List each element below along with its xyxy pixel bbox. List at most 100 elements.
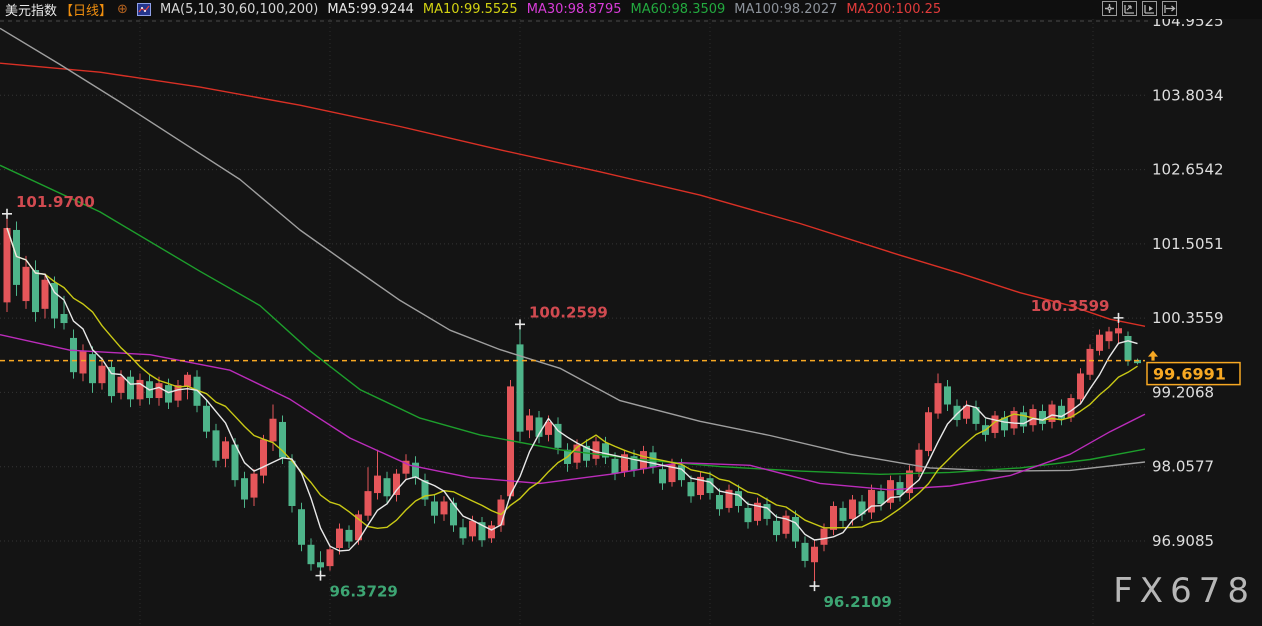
candle	[773, 520, 780, 536]
ma200-line	[0, 62, 1146, 327]
candle	[184, 374, 191, 387]
axis-label: 99.2068	[1152, 383, 1214, 401]
candle	[117, 376, 125, 393]
candle	[735, 491, 742, 506]
candle	[326, 549, 334, 567]
chart-line-up-icon[interactable]	[1122, 1, 1137, 16]
candle	[203, 405, 210, 432]
candle	[792, 516, 799, 542]
candle	[925, 412, 932, 452]
extreme-marker-icon	[809, 581, 820, 592]
candle	[763, 504, 771, 519]
candle	[545, 421, 552, 435]
add-indicator-icon[interactable]: ⊕	[117, 2, 128, 17]
candle	[1077, 373, 1084, 400]
ma60-line	[0, 164, 1146, 475]
extreme-marker-icon	[515, 319, 525, 330]
candle	[621, 454, 628, 472]
candle	[89, 354, 96, 384]
candle	[754, 502, 761, 521]
extreme-marker-icon	[2, 208, 12, 219]
candle	[991, 415, 999, 433]
candle	[1105, 331, 1113, 342]
candle	[1058, 405, 1065, 419]
candle	[849, 499, 856, 519]
candle	[241, 478, 248, 500]
candle	[1001, 417, 1008, 431]
candle	[298, 509, 305, 545]
candle	[1115, 328, 1122, 334]
grid-layer	[0, 19, 1148, 626]
candle	[431, 501, 438, 516]
ma10-value: MA10:99.5525	[422, 2, 518, 17]
candle	[317, 562, 324, 568]
candle	[374, 475, 381, 494]
candle	[364, 491, 372, 516]
candle	[279, 421, 286, 458]
candle	[393, 473, 400, 496]
candle	[108, 367, 115, 397]
candle	[22, 266, 30, 302]
chart-toolbar	[1102, 1, 1177, 16]
ma200-value: MA200:100.25	[846, 2, 942, 17]
ma100-value: MA100:98.2027	[734, 2, 838, 17]
crosshair-grid-icon[interactable]	[1102, 1, 1117, 16]
extreme-marker-icon	[1113, 312, 1124, 323]
extreme-annotation: 96.2109	[824, 593, 892, 611]
candle	[250, 473, 258, 498]
candle	[906, 470, 913, 494]
candle	[212, 430, 220, 461]
instrument-title: 美元指数	[5, 4, 58, 19]
candle	[535, 417, 543, 437]
extreme-marker-icon	[315, 570, 326, 581]
candle	[469, 520, 476, 537]
candle	[412, 462, 419, 479]
candle	[307, 544, 315, 565]
candle	[155, 383, 163, 399]
axis-label: 98.0577	[1152, 458, 1214, 476]
extreme-annotation: 101.9700	[16, 193, 95, 211]
last-price-tag: 99.6991	[1146, 361, 1241, 386]
chart-type-icon[interactable]	[136, 3, 151, 16]
ma-settings-label[interactable]: MA(5,10,30,60,100,200)	[159, 2, 319, 17]
candle	[868, 489, 875, 513]
candle	[459, 527, 467, 539]
candle	[165, 385, 172, 403]
annotations-layer: 101.9700 96.3729 100.2599 96.2109 100.3599	[2, 193, 1124, 611]
candle	[1039, 410, 1046, 424]
candle	[450, 502, 457, 526]
ma30-line	[0, 334, 1146, 491]
candle	[963, 405, 970, 419]
candle	[222, 441, 229, 459]
candle	[944, 386, 951, 405]
candle	[953, 405, 961, 421]
ma30-value: MA30:98.8795	[526, 2, 622, 17]
last-price-layer: 99.6991	[0, 350, 1241, 386]
candle	[402, 460, 410, 474]
candle	[592, 441, 600, 459]
candle	[497, 499, 505, 526]
candle	[602, 443, 609, 458]
chart-play-icon[interactable]	[1142, 1, 1157, 16]
candle	[1048, 404, 1056, 422]
candle	[488, 525, 495, 539]
timeframe-label[interactable]: 【日线】	[60, 4, 113, 19]
candles-layer	[3, 213, 1141, 587]
candle	[478, 522, 486, 541]
export-arrow-icon[interactable]	[1162, 1, 1177, 16]
candle	[41, 279, 49, 309]
candle	[127, 376, 134, 400]
candle	[60, 314, 68, 324]
candle	[1134, 359, 1141, 364]
candle	[668, 463, 676, 483]
candle	[659, 469, 666, 484]
candle	[421, 480, 429, 500]
candle	[526, 415, 533, 431]
extreme-annotation: 100.3599	[1031, 297, 1110, 315]
candle	[554, 423, 562, 448]
candle	[269, 418, 277, 442]
candle	[877, 491, 885, 505]
extreme-annotation: 100.2599	[529, 303, 608, 321]
